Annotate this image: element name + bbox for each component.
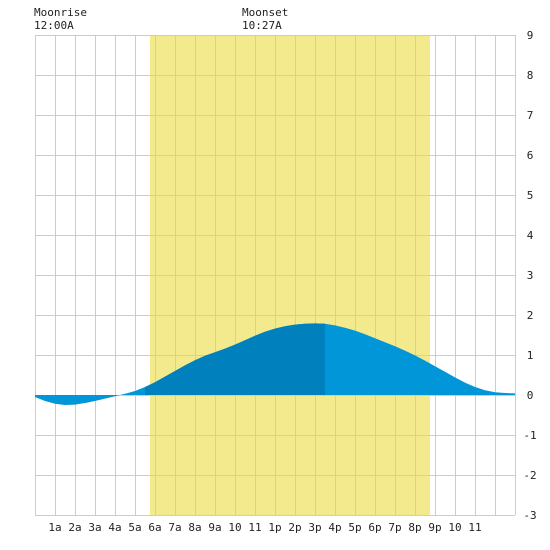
x-tick-label: 9a (208, 521, 221, 534)
x-tick-label: 6p (368, 521, 381, 534)
plot-area: 1a 2a 3a 4a 5a 6a 7a 8a 9a 10 11 1p 2p 3p 4p 5p 6p 7p 8p 9p… (35, 29, 537, 534)
y-tick-label: 7 (527, 109, 534, 122)
y-tick-label: 8 (527, 69, 534, 82)
x-tick-label: 4p (328, 521, 341, 534)
y-tick-label: 4 (527, 229, 534, 242)
y-tick-label: 2 (527, 309, 534, 322)
x-tick-label: 8p (408, 521, 421, 534)
x-tick-label: 10 (228, 521, 241, 534)
y-tick-label: 6 (527, 149, 534, 162)
x-tick-label: 3p (308, 521, 321, 534)
x-tick-label: 5p (348, 521, 361, 534)
moonset-time: 10:27A (242, 19, 282, 32)
moonrise-label: Moonrise (34, 6, 87, 19)
y-tick-label: 3 (527, 269, 534, 282)
y-tick-label: -1 (523, 429, 536, 442)
x-tick-label: 11 (248, 521, 261, 534)
y-tick-label: 5 (527, 189, 534, 202)
x-tick-label: 3a (88, 521, 101, 534)
x-tick-label: 5a (128, 521, 141, 534)
y-tick-label: 9 (527, 29, 534, 42)
tide-area-rising (145, 323, 325, 395)
x-tick-label: 6a (148, 521, 161, 534)
x-tick-label: 4a (108, 521, 121, 534)
x-tick-label: 7a (168, 521, 181, 534)
y-tick-label: 1 (527, 349, 534, 362)
x-tick-label: 2a (68, 521, 81, 534)
moonrise-time: 12:00A (34, 19, 74, 32)
x-tick-label: 10 (448, 521, 461, 534)
x-tick-label: 9p (428, 521, 441, 534)
y-tick-label: -2 (523, 469, 536, 482)
x-tick-label: 2p (288, 521, 301, 534)
x-tick-label: 1a (48, 521, 61, 534)
x-tick-label: 1p (268, 521, 281, 534)
x-tick-label: 7p (388, 521, 401, 534)
x-tick-label: 8a (188, 521, 201, 534)
x-tick-label: 11 (468, 521, 481, 534)
y-tick-label: 0 (527, 389, 534, 402)
y-tick-label: -3 (523, 509, 536, 522)
moonset-label: Moonset (242, 6, 288, 19)
